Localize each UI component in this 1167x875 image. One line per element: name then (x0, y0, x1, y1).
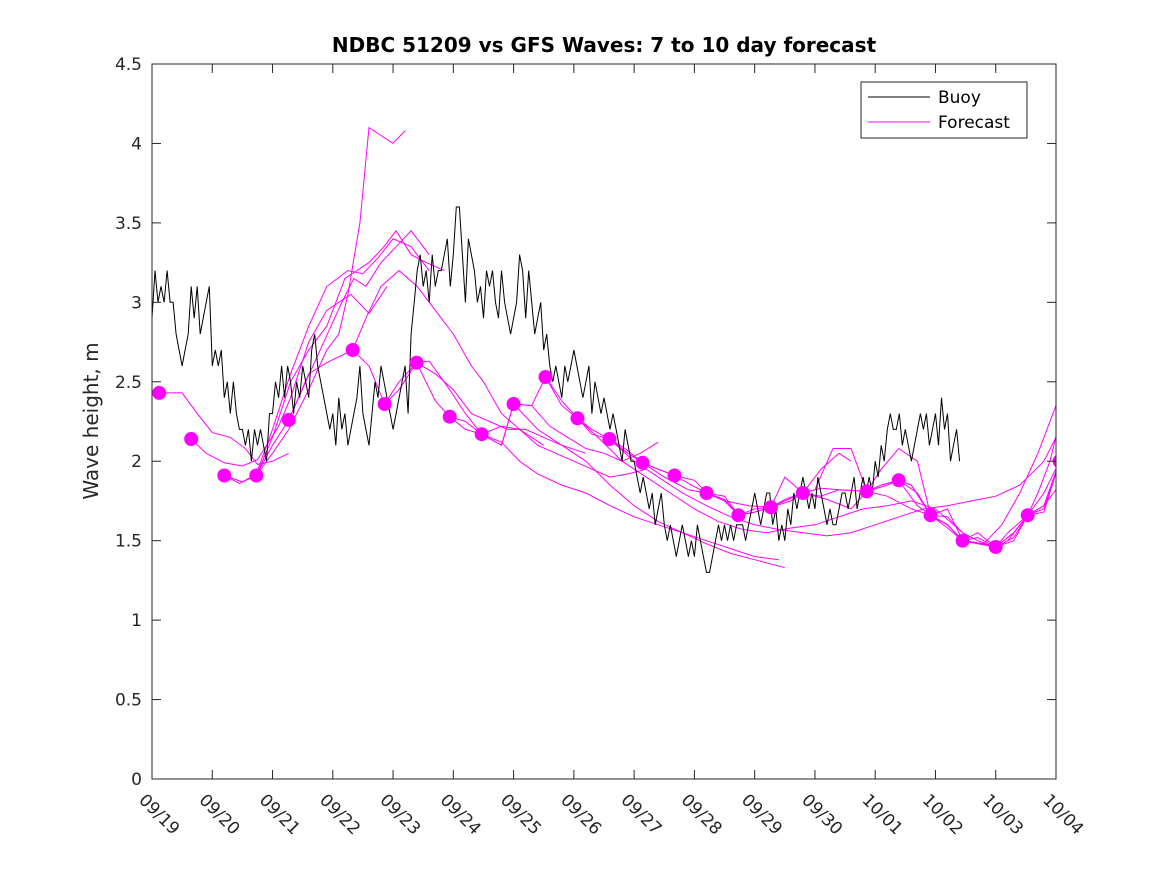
legend-buoy-label: Buoy (938, 88, 981, 108)
forecast-marker (249, 468, 264, 483)
y-tick-label: 1 (131, 611, 142, 631)
forecast-marker (184, 432, 199, 446)
forecast-marker (570, 411, 585, 426)
forecast-marker (506, 397, 521, 411)
forecast-line (255, 126, 406, 476)
y-tick-label: 3.5 (115, 214, 142, 234)
forecast-marker (635, 455, 650, 470)
y-axis: 0 0.5 1 1.5 2 2.5 3 3.5 4 4.5 (115, 55, 1056, 790)
y-tick-label: 1.5 (115, 532, 142, 552)
forecast-line (190, 286, 388, 467)
forecast-marker (859, 484, 874, 499)
forecast-marker (891, 473, 906, 488)
forecast-marker (731, 508, 746, 523)
forecast-line (513, 403, 785, 569)
forecast-line (962, 434, 1056, 548)
y-axis-label: Wave height, m (79, 342, 103, 499)
forecast-line (449, 375, 739, 516)
y-tick-label: 4 (131, 134, 142, 154)
forecast-marker (1020, 508, 1035, 523)
y-tick-label: 3 (131, 293, 142, 313)
y-tick-label: 2.5 (115, 373, 142, 393)
forecast-line (288, 269, 544, 446)
forecast-marker (538, 370, 553, 384)
forecast-marker (923, 508, 938, 523)
forecast-marker (955, 533, 970, 548)
buoy-series (152, 206, 961, 573)
forecast-marker (699, 486, 714, 500)
forecast-marker (667, 468, 682, 483)
forecast-marker (409, 355, 424, 370)
y-tick-label: 2 (131, 452, 142, 472)
legend-box (860, 81, 1028, 139)
y-tick-label: 4.5 (115, 55, 142, 75)
axes-box (151, 63, 1057, 780)
forecast-line (577, 417, 963, 534)
forecast-marker (763, 500, 778, 515)
legend-forecast-label: Forecast (938, 113, 1010, 133)
forecast-marker (377, 397, 392, 411)
forecast-marker (474, 427, 489, 442)
chart-title: NDBC 51209 vs GFS Waves: 7 to 10 day for… (332, 33, 877, 57)
forecast-line (481, 433, 779, 561)
forecast-line (609, 436, 1056, 537)
legend: Buoy Forecast (860, 81, 1028, 139)
plot-area (152, 64, 1056, 779)
y-tick-label: 0.5 (115, 691, 142, 711)
forecast-marker (602, 432, 617, 446)
forecast-marker (795, 486, 810, 500)
y-tick-label: 0 (131, 770, 142, 790)
forecast-line (255, 229, 445, 476)
forecast-marker (152, 385, 167, 400)
forecast-marker (442, 409, 457, 424)
forecast-marker (988, 540, 1003, 554)
forecast-marker (217, 468, 232, 483)
buoy-line (152, 206, 961, 573)
forecast-marker (281, 412, 296, 427)
forecast-markers (152, 343, 1056, 554)
forecast-marker (345, 343, 360, 357)
forecast-line (159, 392, 290, 465)
